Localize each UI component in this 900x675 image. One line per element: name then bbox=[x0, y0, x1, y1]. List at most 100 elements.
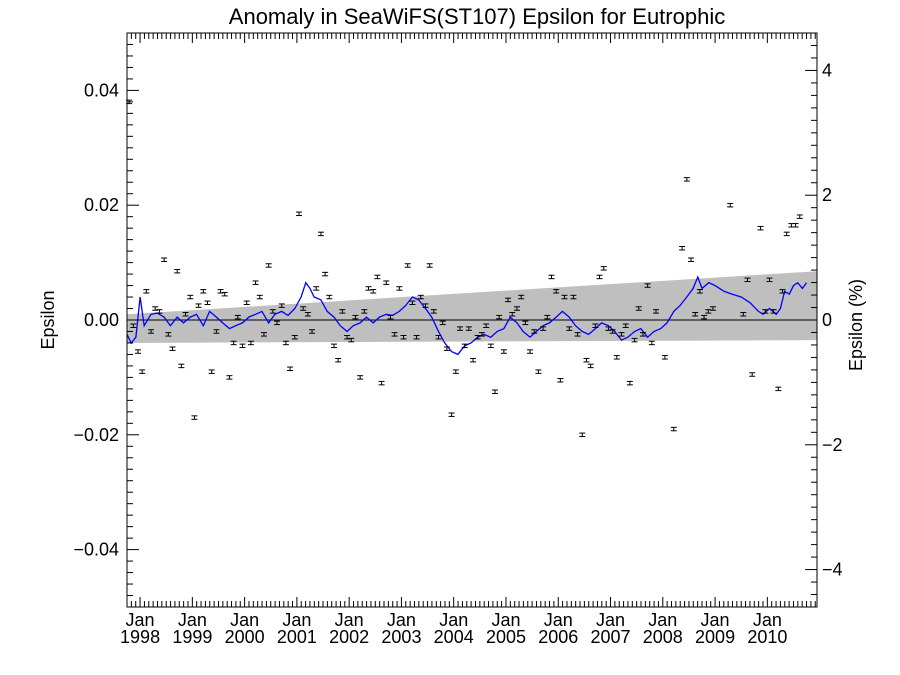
data-point bbox=[396, 286, 403, 291]
data-point bbox=[583, 357, 590, 363]
data-point bbox=[208, 369, 215, 374]
data-point bbox=[779, 289, 786, 294]
data-point bbox=[661, 355, 668, 360]
data-point bbox=[322, 271, 329, 277]
x-tick-label-month: Jan bbox=[126, 610, 155, 630]
x-tick-label-month: Jan bbox=[701, 610, 730, 630]
data-point bbox=[518, 294, 525, 300]
data-point bbox=[679, 246, 686, 251]
data-point bbox=[709, 306, 716, 311]
x-tick-label-year: 2009 bbox=[695, 627, 735, 647]
data-point bbox=[531, 329, 538, 334]
data-point bbox=[618, 332, 625, 337]
data-point bbox=[339, 309, 346, 314]
data-point bbox=[391, 332, 398, 337]
data-point bbox=[143, 289, 150, 294]
data-point bbox=[278, 303, 285, 308]
data-point bbox=[500, 349, 507, 354]
data-point bbox=[487, 343, 494, 349]
x-tick-label-month: Jan bbox=[753, 610, 782, 630]
data-point bbox=[260, 332, 267, 337]
trend-confidence-band bbox=[127, 271, 817, 343]
data-point bbox=[365, 286, 372, 291]
data-point bbox=[644, 283, 651, 288]
x-tick-label-year: 2001 bbox=[277, 627, 317, 647]
y-left-tick-label: 0.00 bbox=[84, 310, 119, 330]
data-point bbox=[474, 334, 481, 340]
data-point bbox=[635, 306, 642, 311]
data-point bbox=[200, 289, 207, 294]
data-point bbox=[705, 309, 712, 314]
data-point bbox=[540, 326, 547, 331]
data-point bbox=[596, 274, 603, 280]
data-point bbox=[331, 343, 337, 349]
data-point bbox=[535, 369, 542, 374]
data-point bbox=[639, 332, 646, 337]
data-point bbox=[483, 323, 490, 328]
x-tick-label-month: Jan bbox=[439, 610, 468, 630]
data-point bbox=[387, 314, 394, 320]
data-point bbox=[178, 363, 185, 369]
data-point bbox=[775, 386, 782, 392]
data-point bbox=[304, 312, 311, 317]
data-point bbox=[134, 349, 141, 354]
data-point bbox=[400, 334, 407, 340]
data-point bbox=[148, 329, 155, 334]
x-tick-label-month: Jan bbox=[387, 610, 416, 630]
data-point bbox=[622, 323, 629, 328]
data-point bbox=[443, 346, 450, 351]
data-point bbox=[600, 266, 607, 271]
data-point bbox=[561, 294, 568, 300]
data-point bbox=[727, 202, 734, 208]
x-tick-label-year: 2006 bbox=[538, 627, 578, 647]
y-right-tick-label: −2 bbox=[822, 435, 843, 455]
data-point bbox=[740, 312, 747, 317]
data-point bbox=[766, 277, 773, 283]
x-tick-label-year: 2010 bbox=[747, 627, 787, 647]
x-tick-label-year: 2003 bbox=[381, 627, 421, 647]
data-point bbox=[579, 432, 586, 438]
data-point bbox=[361, 309, 368, 314]
data-point bbox=[557, 378, 564, 383]
data-point bbox=[313, 286, 320, 291]
data-point bbox=[749, 372, 756, 377]
y-axis-label-right: Epsilon (%) bbox=[846, 279, 866, 371]
data-point bbox=[574, 332, 581, 337]
data-point bbox=[653, 309, 659, 314]
y-left-tick-label: 0.04 bbox=[84, 80, 119, 100]
data-point bbox=[274, 320, 281, 326]
data-point bbox=[252, 280, 259, 285]
chart-title: Anomaly in SeaWiFS(ST107) Epsilon for Eu… bbox=[229, 4, 725, 29]
data-point bbox=[461, 343, 468, 349]
data-point bbox=[291, 334, 298, 340]
data-point bbox=[317, 231, 324, 237]
data-point bbox=[448, 412, 455, 417]
data-point bbox=[169, 346, 176, 351]
data-point bbox=[570, 294, 577, 300]
data-point bbox=[230, 340, 237, 346]
data-point bbox=[335, 357, 342, 363]
data-point bbox=[496, 314, 503, 320]
data-point bbox=[344, 334, 351, 340]
data-point bbox=[548, 274, 555, 280]
data-point bbox=[130, 323, 137, 328]
data-point bbox=[435, 334, 442, 340]
data-point bbox=[527, 349, 534, 354]
data-point bbox=[226, 375, 233, 380]
x-tick-label-year: 2000 bbox=[225, 627, 265, 647]
data-point bbox=[701, 314, 708, 320]
data-point bbox=[213, 329, 220, 334]
y-right-tick-label: 0 bbox=[822, 310, 832, 330]
data-point bbox=[456, 326, 463, 331]
data-point bbox=[239, 343, 246, 349]
data-point bbox=[692, 312, 699, 317]
data-point bbox=[465, 326, 472, 331]
x-tick-label-year: 1999 bbox=[172, 627, 212, 647]
x-tick-label-month: Jan bbox=[544, 610, 573, 630]
data-point bbox=[683, 177, 690, 182]
data-point bbox=[348, 337, 355, 343]
data-point bbox=[522, 320, 529, 326]
data-point bbox=[326, 294, 333, 300]
data-point bbox=[191, 415, 198, 420]
